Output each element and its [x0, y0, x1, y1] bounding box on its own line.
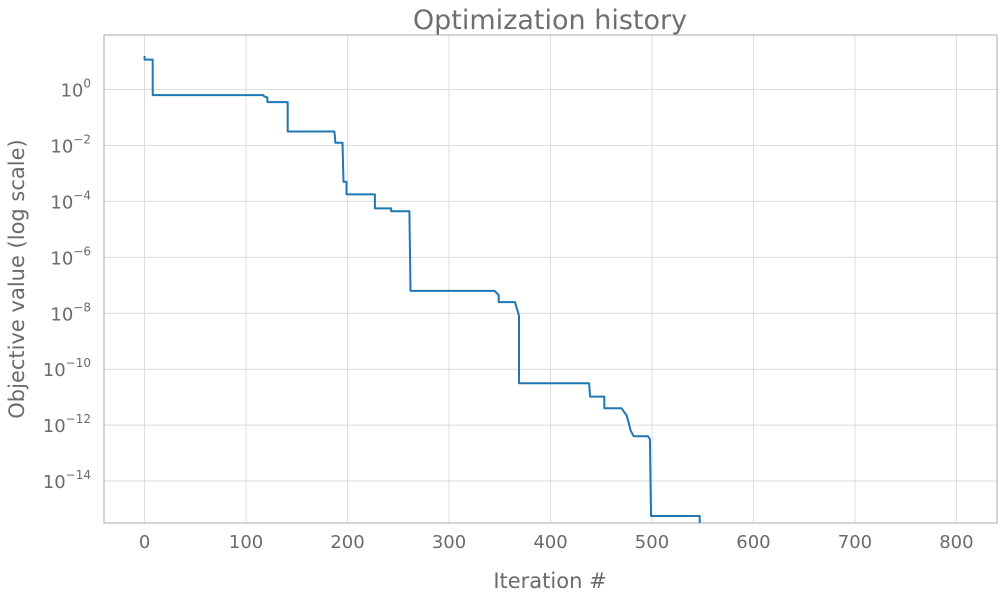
chart-title: Optimization history [413, 5, 687, 36]
y-axis-label: Objective value (log scale) [5, 139, 29, 418]
grid [104, 35, 997, 523]
x-tick-label: 100 [229, 532, 263, 553]
x-tick-label: 700 [838, 532, 872, 553]
objective-line [143, 56, 701, 523]
y-tick-label: 10−4 [50, 188, 91, 213]
x-axis-label: Iteration # [493, 569, 606, 593]
y-tick-label: 100 [60, 77, 91, 102]
x-tick-label: 0 [139, 532, 150, 553]
series-layer [143, 56, 701, 523]
y-tick-label: 10−10 [43, 356, 91, 381]
y-tick-label: 10−6 [50, 244, 91, 269]
x-tick-label: 600 [736, 532, 770, 553]
x-tick-label: 400 [533, 532, 567, 553]
y-tick-label: 10−14 [43, 468, 91, 493]
x-tick-labels: 0 100 200 300 400 500 600 700 800 [139, 532, 974, 553]
y-tick-label: 10−2 [50, 132, 91, 157]
x-tick-label: 300 [432, 532, 466, 553]
plot-frame [103, 34, 998, 524]
y-tick-labels: 100 10−2 10−4 10−6 10−8 10−10 10−12 10−14 [43, 77, 91, 494]
x-tick-label: 500 [635, 532, 669, 553]
y-tick-label: 10−8 [50, 300, 91, 325]
y-tick-label: 10−12 [43, 412, 91, 437]
x-tick-label: 200 [330, 532, 364, 553]
x-tick-label: 800 [939, 532, 973, 553]
